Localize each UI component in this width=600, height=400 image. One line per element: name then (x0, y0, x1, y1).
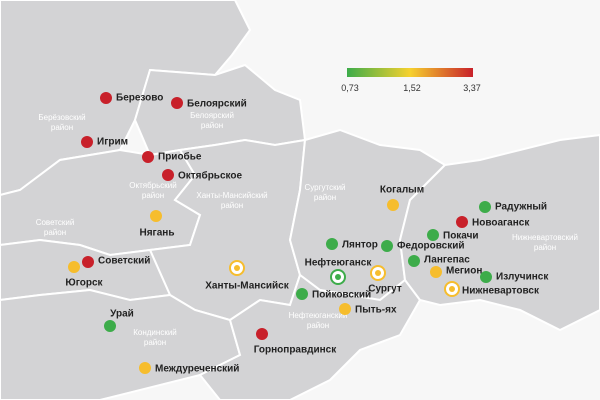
city-label: Березово (116, 93, 163, 104)
city-label: Пыть-ях (355, 305, 397, 316)
city-marker (326, 238, 338, 250)
city-marker (142, 151, 154, 163)
district-label: район (221, 201, 243, 210)
city-label: Советский (98, 256, 150, 267)
city-marker (256, 328, 268, 340)
city-label: Междуреченский (155, 364, 239, 375)
city-label: Когалым (380, 185, 424, 196)
city-marker (381, 240, 393, 252)
legend-label: 0,73 (341, 83, 359, 93)
district-label: Ханты-Мансийский (196, 191, 267, 200)
legend-label: 3,37 (463, 83, 481, 93)
city-marker (456, 216, 468, 228)
city-marker (82, 256, 94, 268)
city-marker (387, 199, 399, 211)
legend-label: 1,52 (403, 83, 421, 93)
region-kondinsky (0, 288, 242, 400)
city-marker (100, 92, 112, 104)
labels: 0,73 1,52 3,37БерёзовскийрайонБелоярскийра… (36, 83, 578, 375)
city-marker (139, 362, 151, 374)
city-label: Нягань (140, 228, 175, 239)
city-marker (479, 201, 491, 213)
district-label: Кондинский (133, 328, 177, 337)
city-label: Ханты-Мансийск (205, 281, 290, 292)
city-label: Федоровский (397, 241, 465, 252)
city-label: Излучинск (496, 272, 549, 283)
district-label: район (307, 321, 329, 330)
region-nefteyugansky (198, 273, 422, 400)
district-label: Сургутский (304, 183, 345, 192)
city-label: Лангепас (424, 255, 470, 266)
city-label: Нижневартовск (462, 286, 540, 297)
district-label: район (142, 191, 164, 200)
city-marker-core (234, 265, 240, 271)
city-marker (296, 288, 308, 300)
region-nizhnevartovsky (398, 133, 600, 332)
district-label: район (314, 193, 336, 202)
city-marker (427, 229, 439, 241)
district-label: район (534, 243, 556, 252)
city-marker (104, 320, 116, 332)
city-marker (339, 303, 351, 315)
city-marker (430, 266, 442, 278)
city-marker (162, 169, 174, 181)
district-label: Берёзовский (38, 113, 85, 122)
city-label: Лянтор (342, 240, 378, 251)
district-label: район (51, 123, 73, 132)
city-marker (408, 255, 420, 267)
city-label: Югорск (65, 278, 103, 289)
city-marker (68, 261, 80, 273)
city-label: Новоаганск (472, 218, 530, 229)
city-label: Радужный (495, 202, 547, 213)
district-label: Советский (36, 218, 75, 227)
city-label: Нефтеюганск (305, 257, 373, 269)
district-label: Нижневартовский (512, 233, 578, 242)
city-label: Покачи (443, 231, 479, 242)
district-label: Октябрьский (129, 181, 176, 190)
city-label: Сургут (368, 284, 402, 295)
city-marker (171, 97, 183, 109)
city-label: Игрим (97, 137, 128, 148)
city-label: Пойковский (312, 290, 371, 301)
city-marker (480, 271, 492, 283)
district-label: Белоярский (190, 111, 234, 120)
city-marker-core (449, 286, 455, 292)
city-label: Приобье (158, 151, 202, 163)
district-label: район (144, 338, 166, 347)
district-label: район (201, 121, 223, 130)
city-marker-core (335, 274, 341, 280)
district-label: Нефтеюганский (289, 311, 348, 320)
district-label: район (44, 228, 66, 237)
city-marker (150, 210, 162, 222)
city-label: Октябрьское (178, 170, 242, 182)
legend-bar (347, 68, 473, 77)
city-label: Мегион (446, 266, 482, 277)
city-label: Урай (110, 309, 134, 320)
city-label: Горноправдинск (254, 345, 337, 356)
city-label: Белоярский (187, 99, 247, 110)
city-marker-core (375, 270, 381, 276)
city-marker (81, 136, 93, 148)
